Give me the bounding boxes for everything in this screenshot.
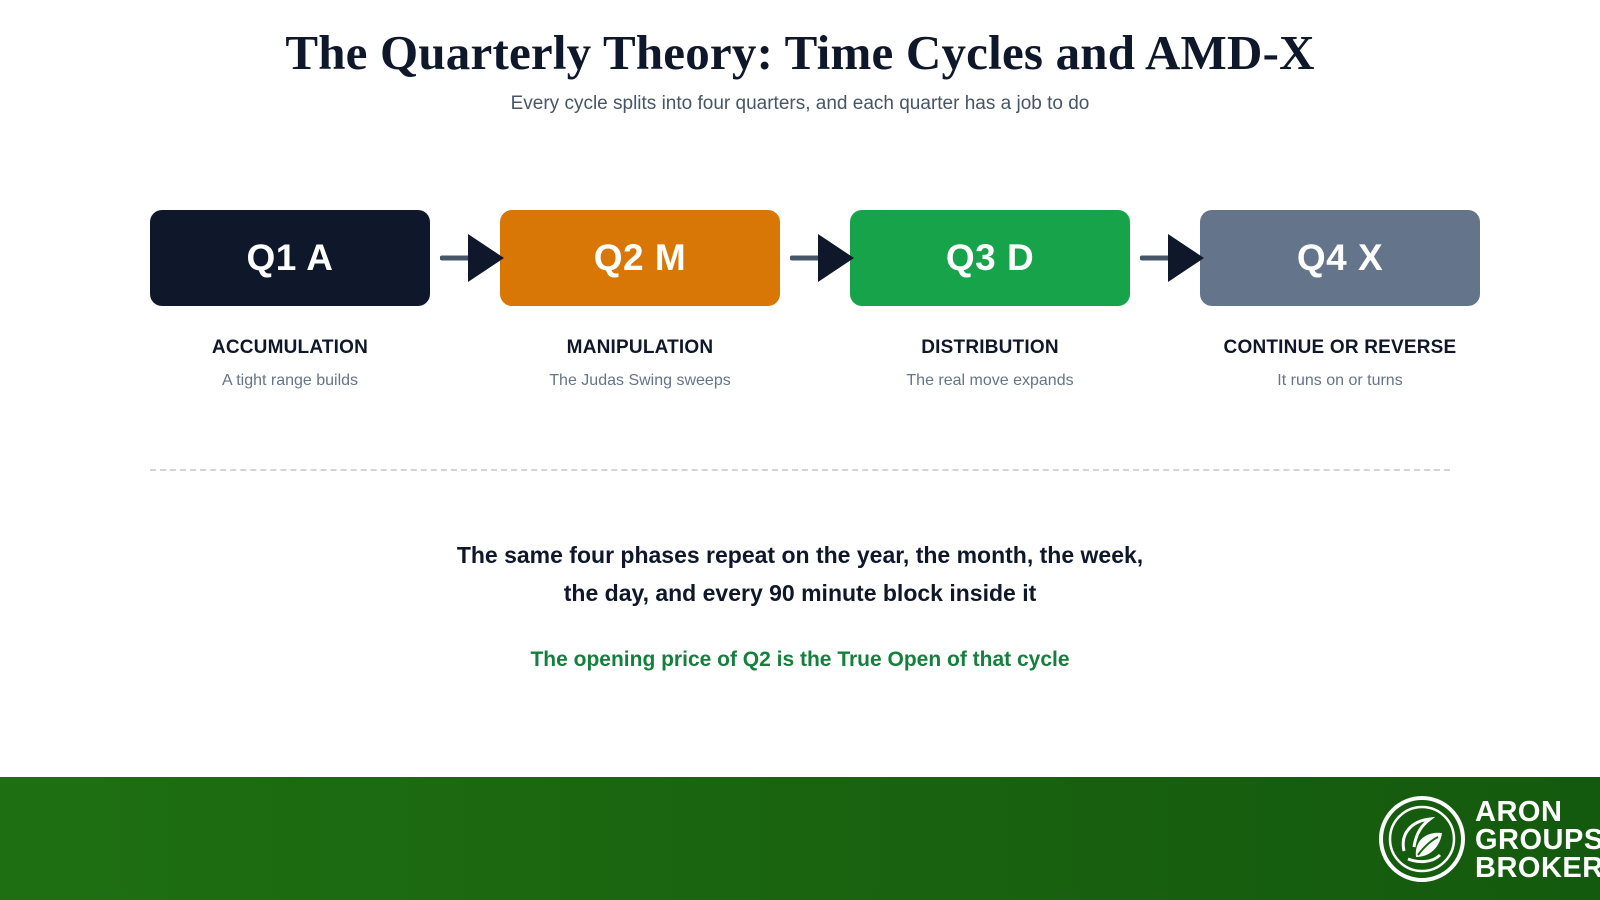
- cycle-statement-line-2: the day, and every 90 minute block insid…: [563, 580, 1037, 606]
- phase-box-q3: Q3 D: [850, 210, 1130, 306]
- phase-name-q4: CONTINUE OR REVERSE: [1223, 337, 1457, 358]
- cycle-statement: The same four phases repeat on the year,…: [0, 536, 1600, 612]
- leaf-circle-icon: [1379, 796, 1465, 882]
- phase-description-q1: A tight range builds: [221, 372, 359, 389]
- brand-line-2: GROUPS: [1475, 824, 1600, 856]
- brand-line-3: BROKER: [1475, 852, 1600, 884]
- phase-box-q1: Q1 A: [150, 210, 430, 306]
- phase-description-q2: The Judas Swing sweeps: [549, 372, 731, 389]
- brand-line-1: ARON: [1475, 796, 1563, 828]
- footer-bar: [0, 777, 1600, 900]
- cycle-statement-line-1: The same four phases repeat on the year,…: [456, 542, 1144, 568]
- phase-box-q2: Q2 M: [500, 210, 780, 306]
- arrow-right-icon: [1140, 234, 1204, 282]
- page-title: The Quarterly Theory: Time Cycles and AM…: [285, 25, 1315, 80]
- phase-name-q2: MANIPULATION: [566, 337, 714, 358]
- page-subtitle: Every cycle splits into four quarters, a…: [510, 93, 1090, 114]
- phase-name-q3: DISTRIBUTION: [921, 337, 1059, 358]
- phase-name-q1: ACCUMULATION: [211, 337, 369, 358]
- section-divider: [150, 469, 1450, 471]
- true-open-note: The opening price of Q2 is the True Open…: [530, 648, 1070, 671]
- arrow-right-icon: [790, 234, 854, 282]
- phase-box-q4: Q4 X: [1200, 210, 1480, 306]
- brand-logo-text: ARON GROUPS BROKER: [1475, 796, 1600, 884]
- phase-description-q4: It runs on or turns: [1277, 372, 1403, 389]
- phase-description-q3: The real move expands: [906, 372, 1074, 389]
- arrow-right-icon: [440, 234, 504, 282]
